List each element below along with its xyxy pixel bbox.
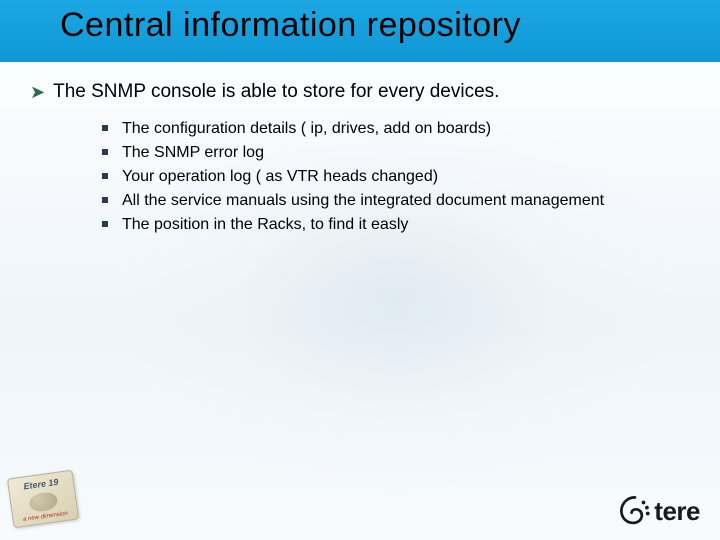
logo-left-card: Etere 19 a new dimension [7,470,79,529]
sub-bullet-text: The configuration details ( ip, drives, … [122,118,491,139]
slide-title: Central information repository [60,6,521,45]
list-item: The SNMP error log [102,142,690,163]
list-item: The configuration details ( ip, drives, … [102,118,690,139]
logo-left-graphic [28,491,58,513]
main-bullet-row: ➤ The SNMP console is able to store for … [30,80,690,104]
logo-left-subtitle: a new dimension [13,509,77,524]
sub-bullet-text: Your operation log ( as VTR heads change… [122,166,438,187]
sub-bullet-text: All the service manuals using the integr… [122,190,604,211]
list-item: All the service manuals using the integr… [102,190,690,211]
logo-right-text: tere [654,496,700,527]
list-item: Your operation log ( as VTR heads change… [102,166,690,187]
square-bullet-icon [102,125,108,131]
logo-left-title: Etere 19 [9,475,74,494]
logo-left: Etere 19 a new dimension [10,474,82,532]
square-bullet-icon [102,221,108,227]
list-item: The position in the Racks, to find it ea… [102,214,690,235]
logo-right: tere [618,494,700,528]
slide-content: ➤ The SNMP console is able to store for … [0,62,720,235]
main-bullet-text: The SNMP console is able to store for ev… [53,80,499,104]
arrow-bullet-icon: ➤ [30,80,45,104]
header-bar: Central information repository [0,0,720,62]
swirl-icon [618,494,652,528]
square-bullet-icon [102,149,108,155]
sub-bullet-list: The configuration details ( ip, drives, … [102,118,690,235]
square-bullet-icon [102,173,108,179]
sub-bullet-text: The SNMP error log [122,142,264,163]
sub-bullet-text: The position in the Racks, to find it ea… [122,214,408,235]
square-bullet-icon [102,197,108,203]
